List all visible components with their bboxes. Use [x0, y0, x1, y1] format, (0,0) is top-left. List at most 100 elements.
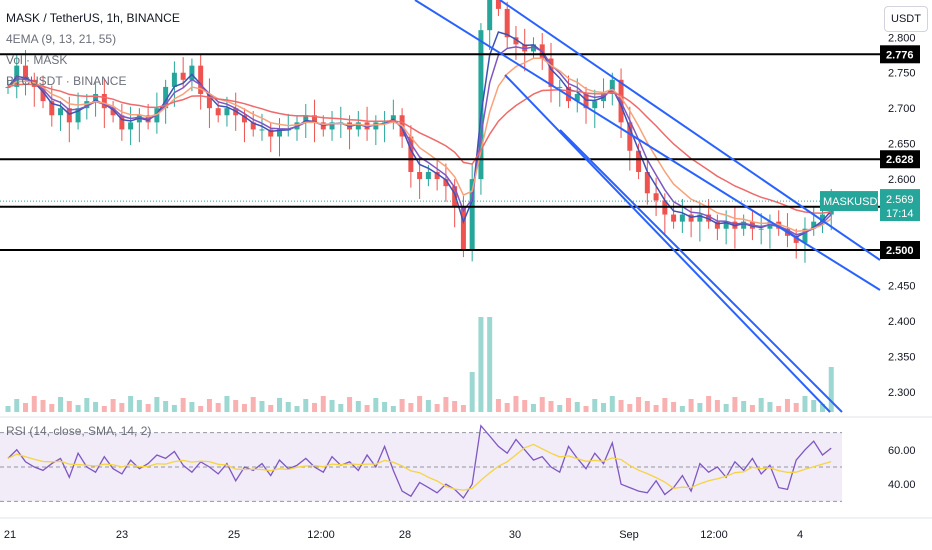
volume-bar [601, 403, 607, 412]
volume-bar [31, 396, 37, 412]
volume-bar [583, 406, 589, 412]
volume-bar [84, 398, 90, 412]
time-tick-label: 23 [116, 529, 128, 541]
volume-bar [355, 401, 361, 412]
candle-body [741, 221, 747, 229]
volume-bar [828, 367, 834, 412]
currency-button[interactable]: USDT [884, 6, 928, 32]
volume-bar [714, 400, 720, 412]
rsi-indicator-label[interactable]: RSI (14, close, SMA, 14, 2) [6, 424, 152, 438]
price-tick-label: 2.300 [888, 387, 916, 399]
candle-body [609, 79, 615, 94]
volume-bar [618, 400, 624, 412]
volume-bar [320, 396, 326, 412]
volume-bar [802, 396, 808, 412]
volume-bar [644, 401, 650, 412]
ema-21-line [7, 57, 832, 232]
candle-body [504, 8, 510, 38]
volume-bar [312, 403, 318, 412]
candle-body [198, 65, 204, 94]
volume-bar [548, 401, 554, 412]
candle-body [644, 172, 650, 194]
compare-symbol-label[interactable]: BTCUSDT · BINANCE [6, 74, 127, 88]
volume-bar [93, 402, 99, 412]
volume-bar [557, 405, 563, 412]
volume-bar [513, 396, 519, 412]
price-tick-label: 2.350 [888, 351, 916, 363]
candles [5, 0, 834, 263]
symbol-tag-label: MASKUSDT [823, 196, 884, 208]
time-tick-label: 12:00 [307, 529, 335, 541]
rsi-tick-label: 40.00 [888, 479, 916, 491]
candle-body [268, 129, 274, 137]
volume-bar [417, 396, 423, 412]
volume-bar [285, 402, 291, 412]
candle-body [93, 94, 99, 102]
price-level-label: 2.500 [886, 245, 914, 257]
volume-bar [732, 397, 738, 412]
candle-body [653, 193, 659, 201]
ema-indicator-label[interactable]: 4EMA (9, 13, 21, 55) [6, 32, 117, 46]
volume-bar [347, 397, 353, 412]
volume-bar [241, 404, 247, 412]
candle-body [469, 179, 475, 250]
volume-bar [530, 404, 536, 412]
volume-indicator-label[interactable]: Vol · MASK [6, 53, 68, 67]
volume-bar [653, 405, 659, 412]
volume-bar [75, 405, 81, 412]
price-level-label: 2.776 [886, 49, 914, 61]
volume-bar [425, 400, 431, 412]
volume-bar [128, 396, 134, 412]
price-tick-label: 2.700 [888, 103, 916, 115]
volume-bar [382, 402, 388, 412]
volume-bar [66, 401, 72, 412]
volume-bar [443, 397, 449, 412]
candle-body [171, 72, 177, 87]
candle-body [23, 65, 29, 80]
time-tick-label: 28 [399, 529, 411, 541]
candle-body [566, 86, 572, 102]
volume-bar [23, 403, 29, 412]
volume-bar [758, 398, 764, 412]
volume-bar [504, 403, 510, 412]
volume-bar [706, 396, 712, 412]
volume-bar [819, 404, 825, 412]
candle-body [417, 172, 423, 180]
volume-bar [101, 406, 107, 412]
volume-bar [697, 403, 703, 412]
symbol-title[interactable]: MASK / TetherUS, 1h, BINANCE [6, 11, 180, 25]
volume-bar [14, 399, 20, 412]
symbol-tag [820, 191, 878, 212]
volume-bar [303, 399, 309, 412]
current-price-value: 2.569 [886, 194, 914, 206]
volume-bars [5, 317, 834, 412]
candle-body [5, 86, 11, 88]
channel-lower-line-2 [559, 129, 843, 413]
volume-bar [793, 403, 799, 412]
volume-bar [259, 401, 265, 412]
volume-bar [811, 400, 817, 412]
volume-bar [636, 397, 642, 412]
ema-13-line [7, 46, 832, 236]
candle-body [128, 122, 134, 130]
candle-body [714, 221, 720, 229]
candle-body [697, 214, 703, 222]
candle-countdown: 17:14 [886, 208, 914, 220]
candle-body [110, 108, 116, 116]
candle-body [180, 72, 186, 80]
volume-bar [49, 404, 55, 412]
volume-bar [40, 400, 46, 412]
volume-bar [224, 396, 230, 412]
volume-bar [741, 401, 747, 412]
volume-bar [784, 399, 790, 412]
candle-body [250, 122, 256, 130]
candle-body [303, 115, 309, 123]
candle-body [460, 207, 466, 250]
candle-body [627, 122, 633, 151]
candle-body [329, 122, 335, 130]
time-tick-label: 4 [797, 529, 803, 541]
volume-bar [163, 401, 169, 412]
candle-body [224, 108, 230, 116]
candle-body [487, 0, 493, 31]
